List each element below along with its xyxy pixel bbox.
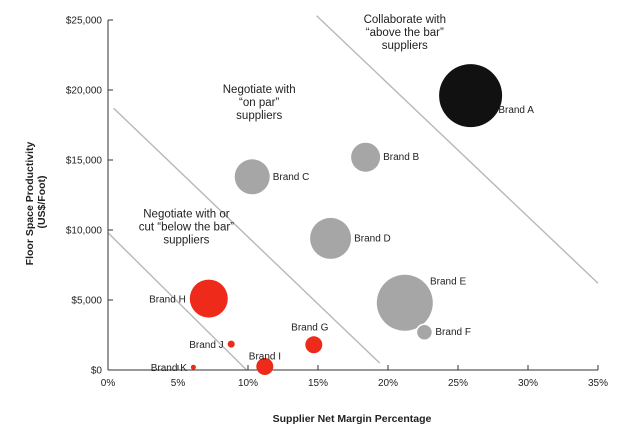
bubble-label-brand-e: Brand E: [430, 277, 466, 288]
zone-line-1: [113, 107, 381, 364]
y-axis-title-line-1: Floor Space Productivity: [24, 141, 36, 265]
bubble-brand-f: [415, 323, 434, 341]
annotation-2-line-2: “on par”: [239, 97, 279, 109]
annotation-2-line-3: suppliers: [236, 110, 282, 122]
y-tick-label-4: $20,000: [66, 86, 103, 97]
x-tick-label-2: 10%: [238, 378, 258, 389]
y-tick-label-3: $15,000: [66, 156, 103, 167]
axes: $0 $5,000 $10,000 $15,000 $20,000 $25,000 0% 5%…: [66, 16, 608, 390]
y-tick-label-0: $0: [91, 366, 103, 377]
bubble-label-brand-j: Brand J: [189, 340, 223, 351]
x-axis-title: Supplier Net Margin Percentage: [273, 413, 432, 425]
bubble-brand-h: [189, 279, 228, 318]
x-tick-label-0: 0%: [101, 378, 116, 389]
annotation-1-line-3: suppliers: [382, 40, 428, 52]
annotation-3-line-3: suppliers: [163, 234, 209, 246]
bubble-brand-k: [190, 364, 196, 370]
bubble-brand-a: [439, 64, 503, 128]
bubble-label-brand-c: Brand C: [273, 172, 310, 183]
x-tick-label-3: 15%: [308, 378, 328, 389]
bubble-brand-e: [376, 274, 433, 331]
zone-line-2: [107, 232, 248, 371]
bubble-label-brand-f: Brand F: [435, 327, 471, 338]
annotation-1-line-2: “above the bar”: [366, 27, 444, 39]
y-axis-title: Floor Space Productivity (US$/Foot): [24, 139, 48, 266]
y-axis-title-line-2: (US$/Foot): [36, 175, 48, 228]
annotation-3: Negotiate with or cut “below the bar” supp…: [139, 208, 234, 246]
x-tick-label-4: 20%: [378, 378, 398, 389]
bubble-brand-g: [305, 336, 323, 354]
bubble-label-brand-h: Brand H: [149, 295, 186, 306]
annotation-3-line-1: Negotiate with or: [143, 208, 229, 220]
x-tick-label-7: 35%: [588, 378, 608, 389]
bubble-label-brand-i: Brand I: [249, 352, 281, 363]
bubble-label-brand-g: Brand G: [291, 322, 328, 333]
x-tick-label-5: 25%: [448, 378, 468, 389]
bubble-labels: Brand A Brand B Brand C Brand D Brand E Brand…: [149, 105, 534, 374]
y-tick-label-2: $10,000: [66, 226, 103, 237]
annotation-1: Collaborate with “above the bar” suppliers: [364, 14, 446, 52]
zone-lines: [107, 15, 599, 371]
annotation-2-line-1: Negotiate with: [223, 84, 296, 96]
y-tick-label-1: $5,000: [71, 296, 102, 307]
bubble-brand-j: [227, 340, 235, 348]
bubble-label-brand-b: Brand B: [383, 152, 419, 163]
bubble-label-brand-d: Brand D: [354, 233, 391, 244]
bubble-brand-b: [351, 142, 381, 172]
bubble-label-brand-k: Brand K: [151, 363, 187, 374]
annotation-3-line-2: cut “below the bar”: [139, 221, 234, 233]
annotation-2: Negotiate with “on par” suppliers: [223, 84, 296, 122]
bubble-brand-i: [256, 358, 274, 375]
x-tick-label-6: 30%: [518, 378, 538, 389]
bubbles: [189, 64, 503, 375]
zone-line-3: [316, 15, 599, 284]
annotations: Collaborate with “above the bar” suppliers…: [139, 14, 446, 247]
annotation-1-line-1: Collaborate with: [364, 14, 446, 26]
bubble-label-brand-a: Brand A: [498, 105, 534, 116]
x-tick-label-1: 5%: [171, 378, 186, 389]
bubble-brand-c: [234, 159, 270, 195]
y-tick-label-5: $25,000: [66, 16, 103, 27]
bubble-brand-d: [310, 217, 352, 259]
